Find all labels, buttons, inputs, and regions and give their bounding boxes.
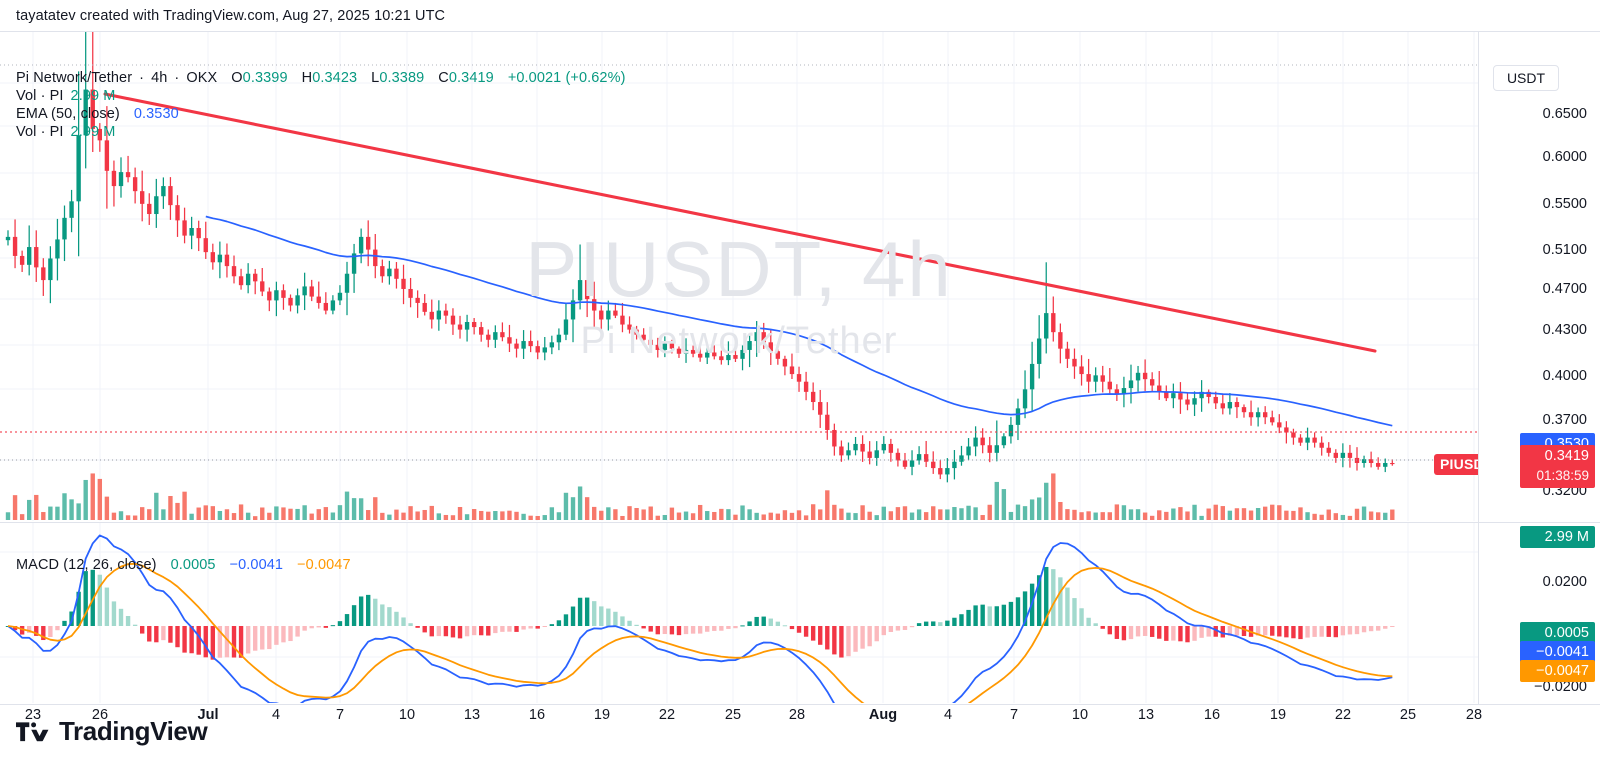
macd-hist-badge: 0.0005: [1520, 622, 1595, 644]
ohlc-low-label: L: [371, 70, 380, 86]
tradingview-brand-name: TradingView: [59, 716, 208, 746]
macd-legend[interactable]: MACD (12, 26, close) 0.0005 −0.0041 −0.0047: [16, 557, 351, 573]
time-axis-tick: 28: [788, 707, 806, 723]
ohlc-change: +0.0021 (+0.62%): [507, 70, 626, 86]
ohlc-high-value: 0.3423: [312, 70, 358, 86]
volume-legend-label: Vol · PI: [16, 124, 64, 140]
price-axis-tick: 0.6000: [1542, 149, 1587, 165]
price-legend[interactable]: Pi Network/Tether · 4h · OKX O0.3399 H0.3423 L0…: [16, 70, 626, 86]
time-axis-tick: 16: [528, 707, 546, 723]
price-axis-tick: 0.4000: [1542, 368, 1587, 384]
legend-interval[interactable]: 4h: [151, 70, 168, 86]
time-axis-tick: 28: [1465, 707, 1483, 723]
price-axis-tick: 0.3700: [1542, 412, 1587, 428]
time-axis-tick: 22: [1334, 707, 1352, 723]
time-axis-tick: 10: [1071, 707, 1089, 723]
chart-frame: PIUSDT, 4h Pi Network/Tether Pi Network/…: [0, 31, 1600, 705]
currency-unit-chip[interactable]: USDT: [1493, 65, 1559, 91]
macd-signal-badge: −0.0047: [1520, 660, 1595, 682]
price-axis-tick: 0.6500: [1542, 106, 1587, 122]
tradingview-logo-icon: [16, 721, 49, 743]
price-axis-tick: 0.0200: [1542, 574, 1587, 590]
macd-chart-canvas[interactable]: [0, 523, 1478, 703]
ohlc-open-label: O: [231, 70, 243, 86]
axis-divider: [1478, 522, 1600, 523]
time-axis-tick: 26: [91, 707, 109, 723]
legend-sep-1: ·: [139, 70, 145, 86]
volume-legend-top[interactable]: Vol · PI 2.99 M: [16, 88, 115, 104]
price-axis-tick: −0.0200: [1534, 679, 1587, 695]
time-axis[interactable]: 23 26 Jul 4 7 10 13 16 19 22 25 28 Aug 4 7 10 13 16 19 22 25…: [0, 703, 1600, 735]
time-axis-tick: Jul: [197, 707, 219, 723]
volume-legend-label-top: Vol · PI: [16, 88, 64, 104]
volume-legend-value: 2.99 M: [70, 124, 116, 140]
volume-legend-value-top: 2.99 M: [70, 88, 116, 104]
legend-symbol[interactable]: Pi Network/Tether: [16, 70, 133, 86]
time-axis-tick: 7: [1009, 707, 1019, 723]
volume-badge: 2.99 M: [1520, 526, 1595, 548]
price-axis-tick: 0.4700: [1542, 281, 1587, 297]
macd-pane[interactable]: [0, 522, 1478, 704]
last-price-value: 0.3419: [1544, 447, 1589, 464]
price-axis-tick: 0.4300: [1542, 322, 1587, 338]
price-chart-canvas[interactable]: [0, 32, 1478, 521]
legend-exchange[interactable]: OKX: [186, 70, 218, 86]
time-axis-tick: 25: [1399, 707, 1417, 723]
ohlc-low-value: 0.3389: [379, 70, 425, 86]
volume-legend[interactable]: Vol · PI 2.99 M: [16, 124, 115, 140]
macd-legend-line-value: −0.0041: [229, 557, 284, 573]
ohlc-close-value: 0.3419: [448, 70, 494, 86]
time-axis-tick: 22: [658, 707, 676, 723]
time-axis-tick: 4: [943, 707, 953, 723]
macd-line-badge: −0.0041: [1520, 641, 1595, 663]
price-axis[interactable]: 0.6500 0.6000 0.5500 0.5100 0.4700 0.4300 0.40…: [1478, 32, 1600, 704]
ema-legend-value: 0.3530: [133, 106, 179, 122]
tradingview-footer[interactable]: TradingView: [16, 716, 208, 747]
macd-legend-hist-value: 0.0005: [170, 557, 216, 573]
time-axis-tick: 23: [24, 707, 42, 723]
ohlc-open-value: 0.3399: [242, 70, 288, 86]
macd-legend-signal-value: −0.0047: [297, 557, 351, 573]
ema-legend-label: EMA (50, close): [16, 106, 120, 122]
macd-legend-label: MACD (12, 26, close): [16, 557, 157, 573]
bar-countdown: 01:38:59: [1536, 467, 1589, 483]
time-axis-tick: 4: [271, 707, 281, 723]
time-axis-tick: 7: [335, 707, 345, 723]
ohlc-high-label: H: [301, 70, 313, 86]
time-axis-tick: 13: [1137, 707, 1155, 723]
time-axis-tick: 19: [1269, 707, 1287, 723]
time-axis-tick: 13: [463, 707, 481, 723]
time-axis-tick: 25: [724, 707, 742, 723]
attribution-text: tayatatev created with TradingView.com, …: [16, 8, 446, 24]
time-axis-tick: 10: [398, 707, 416, 723]
time-axis-tick: 19: [593, 707, 611, 723]
ohlc-close-label: C: [438, 70, 449, 86]
last-price-badge: 0.3419 01:38:59: [1520, 444, 1595, 488]
ema-legend[interactable]: EMA (50, close) 0.3530: [16, 106, 179, 122]
price-pane[interactable]: [0, 32, 1478, 521]
price-axis-tick: 0.5500: [1542, 196, 1587, 212]
legend-sep-2: ·: [174, 70, 180, 86]
time-axis-tick: Aug: [868, 707, 898, 723]
price-axis-tick: 0.5100: [1542, 242, 1587, 258]
time-axis-tick: 16: [1203, 707, 1221, 723]
